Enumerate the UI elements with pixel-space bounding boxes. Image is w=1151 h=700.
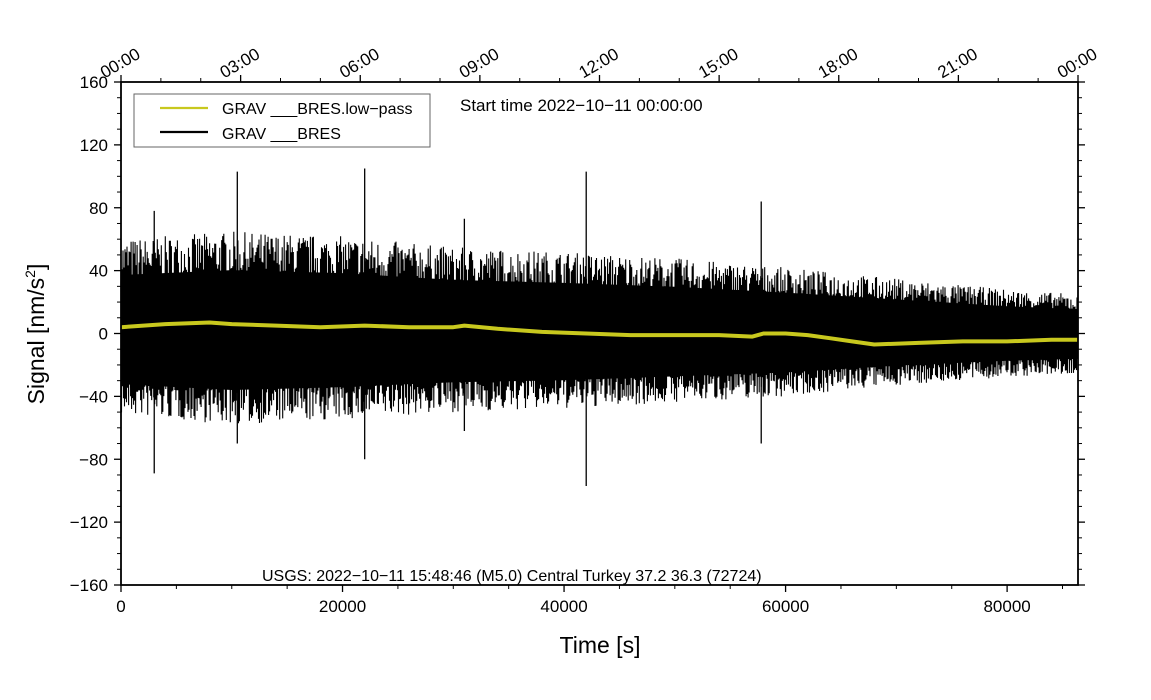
series-lowpass-line bbox=[120, 320, 1078, 347]
x-axis-title: Time [s] bbox=[560, 632, 641, 658]
y-tick-label: 40 bbox=[89, 262, 108, 281]
x-tick-label: 20000 bbox=[319, 597, 366, 616]
top-tick-label: 18:00 bbox=[815, 44, 861, 82]
y-tick-label: −160 bbox=[70, 576, 108, 595]
x-tick-label: 80000 bbox=[983, 597, 1030, 616]
y-axis-title-main: Signal [nm/s bbox=[23, 278, 49, 405]
x-tick-label: 40000 bbox=[540, 597, 587, 616]
y-tick-label: −120 bbox=[70, 513, 108, 532]
y-tick-label: 0 bbox=[99, 325, 108, 344]
legend: GRAV ___BRES.low−pass GRAV ___BRES bbox=[133, 93, 431, 148]
y-axis-title-close: ] bbox=[23, 264, 49, 270]
legend-box bbox=[133, 93, 431, 148]
x-tick-label: 0 bbox=[116, 597, 125, 616]
y-axis-title-superscript: 2 bbox=[22, 270, 38, 278]
top-tick-label: 15:00 bbox=[695, 44, 741, 82]
series-raw-band bbox=[121, 270, 1078, 391]
x-tick-label: 60000 bbox=[762, 597, 809, 616]
top-tick-label: 03:00 bbox=[217, 44, 263, 82]
legend-label-raw: GRAV ___BRES bbox=[222, 126, 341, 143]
top-tick-label: 09:00 bbox=[456, 44, 502, 82]
top-tick-label: 00:00 bbox=[1054, 44, 1100, 82]
y-tick-label: 160 bbox=[80, 73, 108, 92]
top-tick-label: 12:00 bbox=[576, 44, 622, 82]
top-tick-label: 21:00 bbox=[934, 44, 980, 82]
y-tick-label: −80 bbox=[79, 450, 108, 469]
y-tick-label: −40 bbox=[79, 387, 108, 406]
top-tick-label: 00:00 bbox=[97, 44, 143, 82]
y-axis-title: Signal [nm/s2] bbox=[22, 264, 49, 405]
top-tick-label: 06:00 bbox=[336, 44, 382, 82]
series-layer bbox=[120, 168, 1079, 486]
start-time-label: Start time 2022−10−11 00:00:00 bbox=[460, 96, 703, 115]
event-annotation: USGS: 2022−10−11 15:48:46 (M5.0) Central… bbox=[262, 568, 762, 585]
y-tick-label: 80 bbox=[89, 199, 108, 218]
legend-label-lowpass: GRAV ___BRES.low−pass bbox=[222, 101, 412, 118]
y-tick-label: 120 bbox=[80, 136, 108, 155]
